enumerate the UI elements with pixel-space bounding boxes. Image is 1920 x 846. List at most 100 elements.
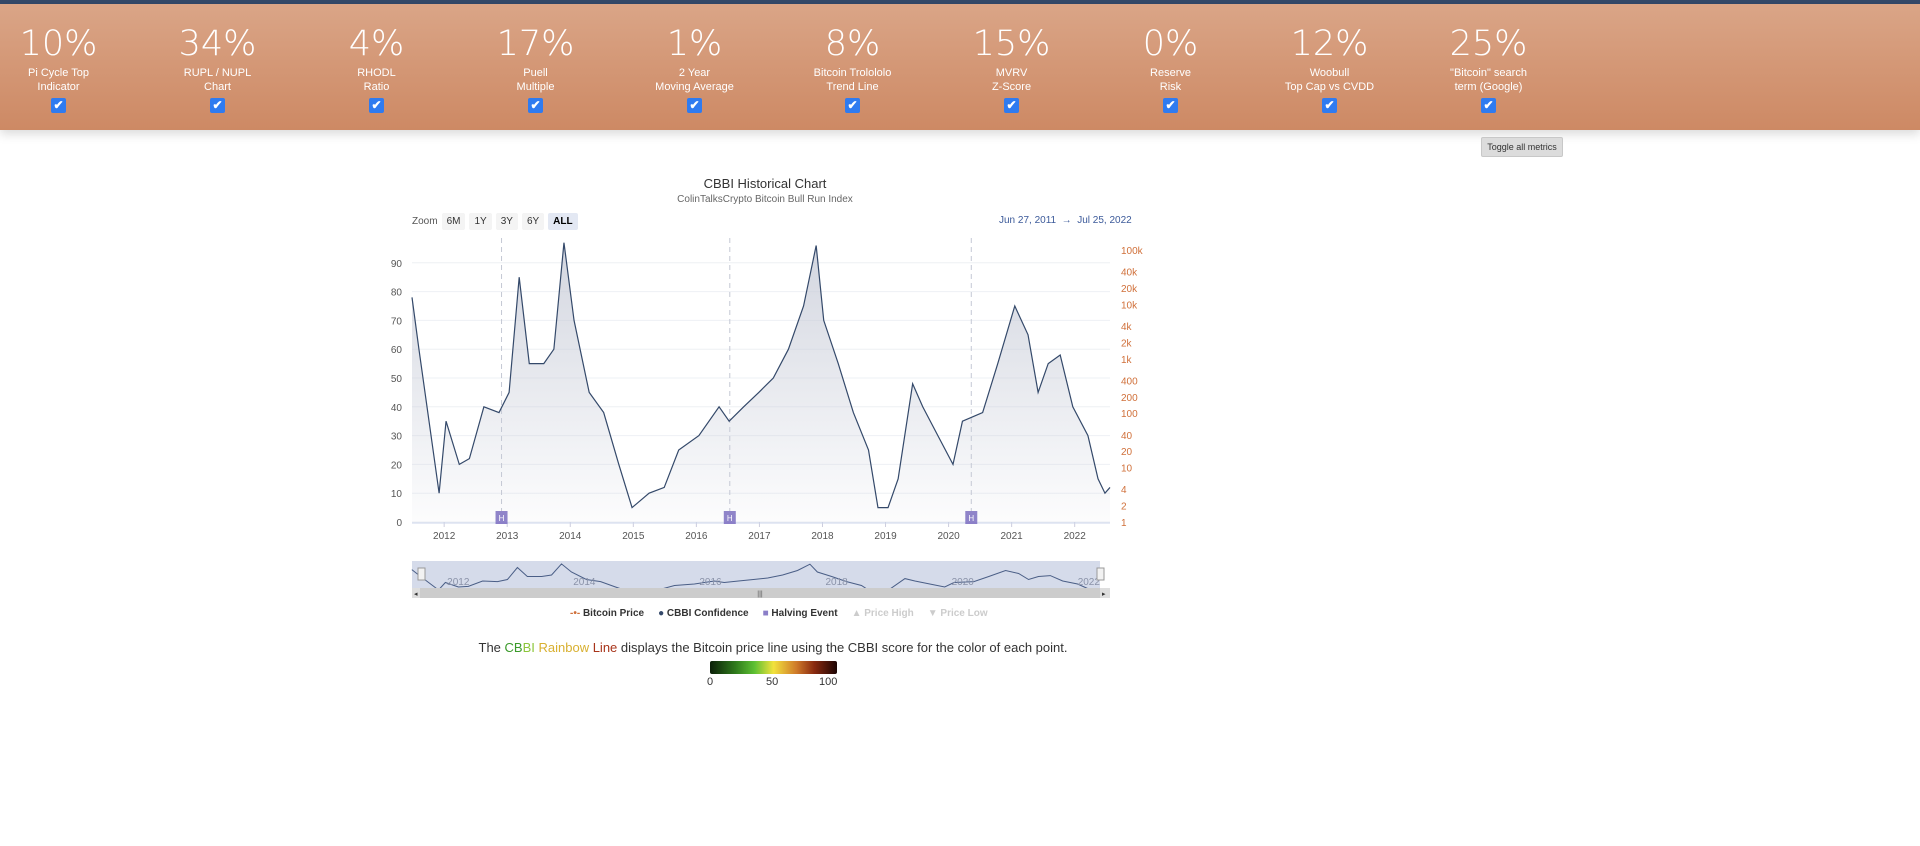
y-right-tick-label: 100k [1121, 246, 1144, 257]
y-right-tick-label: 10 [1121, 464, 1133, 475]
price-segment [1101, 286, 1103, 288]
price-segment [744, 363, 748, 364]
price-segment [898, 323, 900, 326]
metric-label: RUPL / NUPL Chart [183, 67, 252, 93]
price-segment [986, 301, 988, 303]
cbbi-confidence-line [411, 242, 1111, 509]
price-segment [927, 306, 930, 307]
metric-checkbox[interactable]: ✔ [845, 98, 860, 113]
metric-checkbox[interactable]: ✔ [528, 98, 543, 113]
metric-value: 0% [1142, 24, 1199, 64]
price-segment [779, 343, 783, 346]
metric-0: 10% Pi Cycle Top Indicator ✔ [0, 4, 138, 114]
metric-7: 0% Reserve Risk ✔ [1091, 4, 1250, 114]
scroll-left-arrow-icon[interactable]: ◂ [414, 591, 418, 598]
zoom-6m-button[interactable]: 6M [441, 213, 466, 230]
price-segment [837, 308, 839, 309]
price-segment [677, 385, 681, 387]
scroll-right-arrow-icon[interactable]: ▸ [1102, 591, 1106, 598]
x-tick-label: 2020 [937, 531, 960, 542]
metric-checkbox[interactable]: ✔ [1481, 98, 1496, 113]
price-segment [828, 298, 830, 300]
price-segment [1082, 268, 1085, 269]
price-segment [673, 387, 677, 389]
price-segment [1005, 286, 1008, 289]
price-segment [1095, 279, 1097, 281]
price-segment [908, 311, 910, 314]
price-segment [1033, 264, 1035, 266]
legend-bitcoin-price[interactable]: -•- Bitcoin Price [570, 608, 645, 619]
metric-checkbox[interactable]: ✔ [687, 98, 702, 113]
price-segment [783, 340, 787, 343]
navigator-left-handle [417, 567, 426, 581]
zoom-label: Zoom [412, 216, 438, 227]
price-segment [712, 373, 716, 374]
x-tick-label: 2017 [748, 531, 771, 542]
price-segment [915, 302, 917, 305]
legend-cbbi-confidence[interactable]: ● CBBI Confidence [658, 608, 749, 619]
price-segment [989, 299, 991, 301]
price-segment [1046, 274, 1048, 276]
price-segment [956, 319, 958, 320]
price-segment [998, 292, 1000, 294]
price-segment [991, 297, 993, 299]
scale-mid-label: 50 [766, 676, 779, 688]
legend-price-low[interactable]: ▼ Price Low [927, 608, 988, 619]
y-left-tick-label: 50 [391, 374, 403, 385]
metric-label: Pi Cycle Top Indicator [28, 67, 89, 93]
price-segment [1036, 267, 1038, 269]
price-segment [896, 326, 898, 327]
price-segment [1040, 271, 1042, 273]
price-segment [1021, 269, 1024, 272]
price-segment [621, 384, 625, 387]
zoom-1y-button[interactable]: 1Y [469, 213, 492, 230]
price-segment [952, 316, 954, 317]
y-right-tick-label: 400 [1121, 376, 1138, 387]
y-right-tick-label: 10k [1121, 300, 1138, 311]
y-left-tick-label: 40 [391, 403, 403, 414]
chart-title: CBBI Historical Chart [703, 176, 827, 191]
metric-checkbox[interactable]: ✔ [1163, 98, 1178, 113]
metric-value: 8% [824, 24, 881, 64]
price-segment [829, 300, 831, 302]
price-segment [949, 315, 951, 316]
legend-halving-event[interactable]: ■ Halving Event [762, 608, 838, 619]
y-right-tick-label: 4 [1121, 485, 1127, 496]
price-segment [1042, 273, 1044, 275]
range-to-input[interactable]: Jul 25, 2022 [1077, 215, 1132, 226]
price-segment [748, 361, 752, 362]
zoom-all-button[interactable]: ALL [548, 213, 578, 230]
y-left-tick-label: 0 [396, 518, 402, 529]
toggle-all-metrics-button[interactable]: Toggle all metrics [1481, 137, 1563, 157]
price-segment [872, 325, 876, 327]
price-segment [740, 364, 744, 365]
price-segment [868, 323, 872, 325]
y-right-tick-label: 20k [1121, 284, 1138, 295]
metric-label: Bitcoin Trolololo Trend Line [813, 67, 892, 93]
price-segment [597, 371, 599, 372]
price-segment [692, 379, 696, 381]
metric-6: 15% MVRV Z-Score ✔ [932, 4, 1091, 114]
metric-5: 8% Bitcoin Trolololo Trend Line ✔ [773, 4, 932, 114]
price-segment [875, 327, 879, 329]
metric-checkbox[interactable]: ✔ [1322, 98, 1337, 113]
metric-checkbox[interactable]: ✔ [1004, 98, 1019, 113]
scrollbar-grip-icon: ||| [757, 591, 763, 598]
zoom-6y-button[interactable]: 6Y [521, 213, 545, 230]
metric-checkbox[interactable]: ✔ [51, 98, 66, 113]
price-segment [1091, 275, 1093, 277]
metric-1: 34% RUPL / NUPL Chart ✔ [138, 4, 297, 114]
x-tick-label: 2019 [874, 531, 897, 542]
metric-checkbox[interactable]: ✔ [210, 98, 225, 113]
range-from-input[interactable]: Jun 27, 2011 [999, 215, 1057, 226]
zoom-3y-button[interactable]: 3Y [495, 213, 518, 230]
y-right-tick-label: 1 [1121, 518, 1127, 529]
x-tick-label: 2013 [496, 531, 519, 542]
price-segment [1018, 272, 1021, 275]
metric-checkbox[interactable]: ✔ [369, 98, 384, 113]
price-segment [724, 369, 728, 370]
price-segment [884, 329, 886, 330]
price-segment [831, 302, 833, 304]
legend-price-high[interactable]: ▲ Price High [851, 608, 914, 619]
scrollbar-thumb[interactable] [420, 588, 1100, 598]
